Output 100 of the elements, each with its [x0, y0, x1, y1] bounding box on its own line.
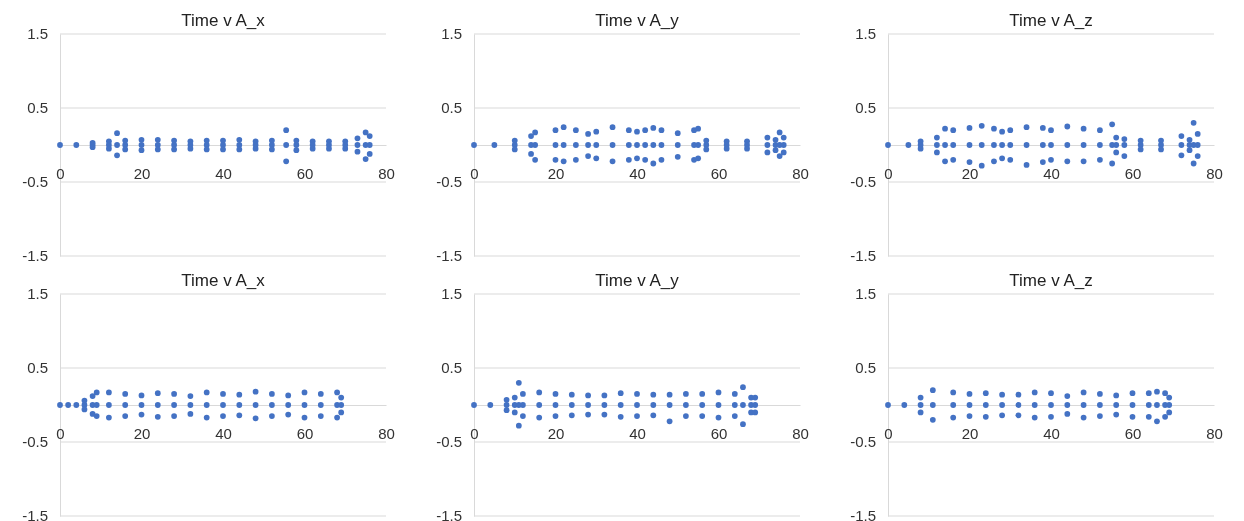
- point: [929, 387, 936, 394]
- point: [1097, 391, 1103, 397]
- x-tick-label: 40: [215, 164, 232, 182]
- point: [93, 402, 100, 408]
- point: [1031, 414, 1038, 421]
- point: [106, 414, 112, 421]
- y-tick-label: -1.5: [22, 247, 48, 265]
- y-tick-label: -1.5: [22, 507, 48, 521]
- point: [171, 402, 177, 408]
- point: [1166, 402, 1173, 408]
- y-tick-label: 1.5: [855, 25, 876, 43]
- point: [122, 391, 129, 397]
- y-tick-label: 0.5: [27, 99, 48, 117]
- point: [1080, 402, 1087, 408]
- y-tick-label: -0.5: [850, 433, 876, 451]
- point: [1080, 389, 1087, 396]
- point: [1129, 413, 1136, 420]
- point: [334, 414, 340, 421]
- point: [1145, 413, 1152, 420]
- point: [317, 402, 324, 408]
- point: [171, 391, 177, 397]
- point: [236, 402, 243, 408]
- point: [982, 390, 989, 397]
- x-tick-label: 80: [792, 164, 809, 182]
- point: [1064, 402, 1071, 408]
- point: [106, 389, 112, 396]
- y-tick-label: -1.5: [850, 507, 876, 521]
- point: [929, 416, 936, 423]
- chart-title: Time v A_z: [1009, 11, 1093, 30]
- point: [187, 411, 194, 417]
- point: [1097, 413, 1103, 419]
- y-tick-label: 0.5: [441, 99, 462, 117]
- point: [301, 414, 308, 421]
- point: [154, 413, 161, 420]
- y-tick-label: 1.5: [27, 285, 48, 303]
- x-tick-label: 40: [1043, 424, 1060, 442]
- point: [999, 402, 1005, 408]
- point: [122, 413, 129, 419]
- point: [106, 402, 112, 408]
- point: [1097, 402, 1103, 408]
- chart-title: Time v A_z: [1009, 271, 1093, 290]
- chart-title: Time v A_y: [595, 11, 680, 30]
- point: [1154, 402, 1160, 408]
- y-tick-label: 0.5: [855, 99, 876, 117]
- point: [81, 406, 88, 413]
- y-tick-label: -1.5: [436, 507, 462, 521]
- point: [317, 391, 324, 397]
- point: [966, 413, 973, 419]
- point: [1162, 413, 1168, 420]
- x-tick-label: 40: [629, 424, 646, 442]
- x-tick-label: 20: [547, 424, 565, 442]
- point: [966, 391, 973, 397]
- point: [1154, 418, 1160, 425]
- point: [929, 402, 936, 408]
- point: [203, 414, 210, 421]
- point: [171, 413, 177, 419]
- y-tick-label: 0.5: [27, 359, 48, 377]
- y-tick-label: 0.5: [855, 359, 876, 377]
- x-tick-label: 0: [884, 424, 893, 442]
- point: [285, 392, 292, 399]
- point: [1080, 414, 1087, 421]
- y-tick-label: -1.5: [850, 247, 876, 265]
- x-tick-label: 20: [547, 164, 565, 182]
- y-tick-label: 1.5: [441, 25, 462, 43]
- point: [269, 391, 275, 397]
- point: [65, 402, 72, 408]
- point: [1113, 402, 1120, 408]
- point: [1064, 393, 1071, 399]
- point: [1154, 388, 1160, 395]
- point: [317, 413, 324, 419]
- x-tick-label: 80: [378, 424, 395, 442]
- point: [93, 413, 100, 419]
- point: [236, 391, 243, 398]
- y-tick-label: -1.5: [436, 247, 462, 265]
- point: [950, 389, 957, 396]
- x-tick-label: 60: [296, 164, 314, 182]
- point: [334, 389, 340, 396]
- x-tick-label: 20: [133, 424, 151, 442]
- point: [252, 415, 259, 422]
- point: [1145, 402, 1152, 408]
- x-tick-label: 60: [1124, 424, 1142, 442]
- point: [1113, 411, 1120, 418]
- point: [1064, 411, 1071, 417]
- point: [950, 414, 957, 421]
- x-tick-label: 80: [1206, 164, 1223, 182]
- point: [203, 389, 210, 396]
- x-tick-label: 60: [710, 164, 728, 182]
- point: [1015, 412, 1022, 419]
- point: [982, 413, 989, 420]
- x-tick-label: 20: [961, 424, 979, 442]
- point: [203, 402, 210, 408]
- x-tick-label: 40: [629, 164, 646, 182]
- point: [1031, 389, 1038, 396]
- point: [1048, 413, 1054, 420]
- point: [269, 402, 275, 408]
- chart-title: Time v A_x: [181, 271, 266, 290]
- x-tick-label: 80: [1206, 424, 1223, 442]
- point: [917, 402, 924, 408]
- x-tick-label: 20: [133, 164, 151, 182]
- chart-title: Time v A_x: [181, 11, 266, 30]
